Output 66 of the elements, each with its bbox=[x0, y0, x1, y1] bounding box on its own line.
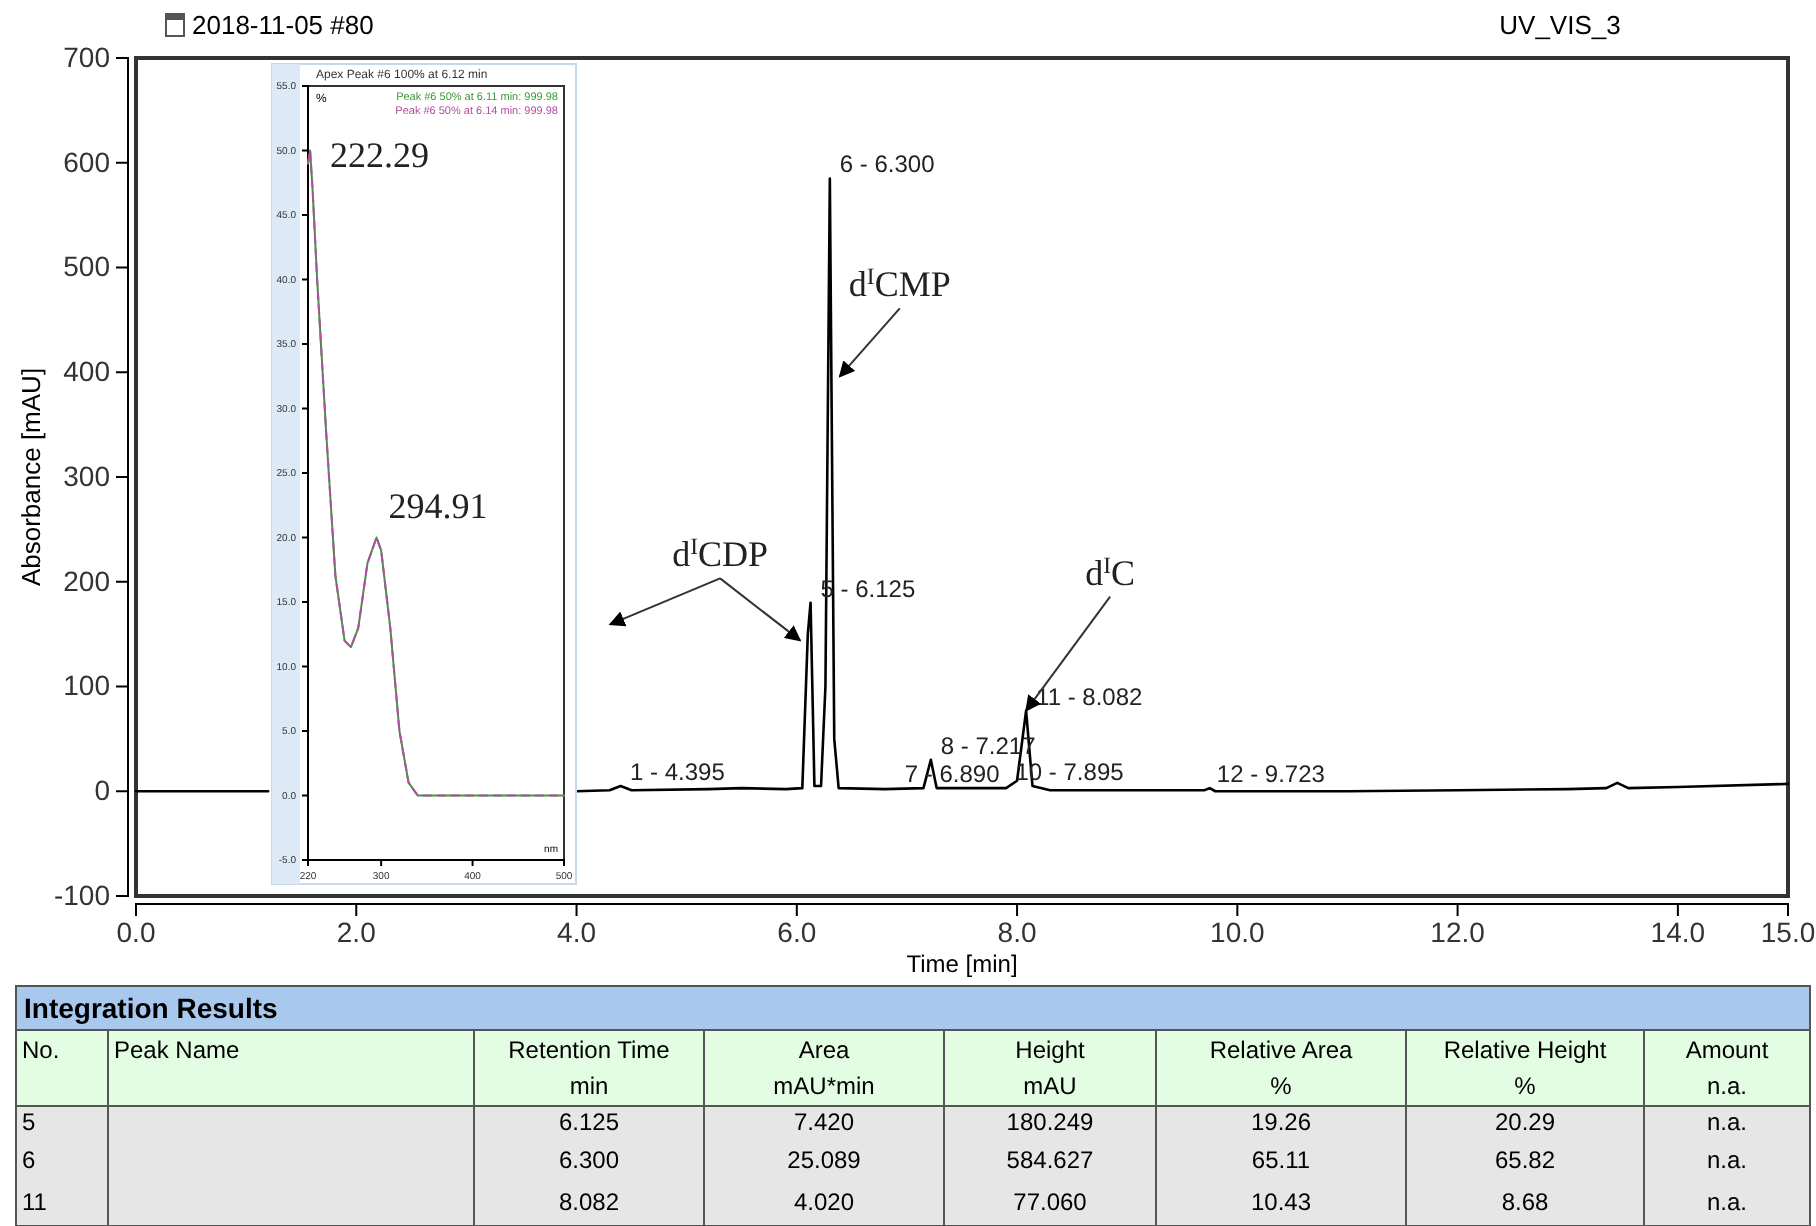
text: n.a. bbox=[1706, 1072, 1748, 1100]
x-tick-label: 12.0 bbox=[1430, 915, 1486, 948]
text: mAU bbox=[1023, 1072, 1077, 1100]
text: Area bbox=[798, 1036, 850, 1064]
annotation: 6 - 6.300 bbox=[839, 150, 936, 179]
y-tick-label: 600 bbox=[63, 145, 111, 178]
x-tick-label: 10.0 bbox=[1210, 915, 1266, 948]
text: 584.627 bbox=[1006, 1146, 1095, 1174]
text: Integration Results bbox=[24, 992, 279, 1024]
text: No. bbox=[22, 1036, 60, 1064]
text: 7.420 bbox=[793, 1108, 855, 1136]
text: % bbox=[1514, 1072, 1537, 1100]
text: 25.089 bbox=[787, 1146, 862, 1174]
y-tick-label: -100 bbox=[53, 878, 111, 911]
text: n.a. bbox=[1706, 1146, 1748, 1174]
x-tick-label: 0.0 bbox=[116, 915, 156, 948]
text: 65.11 bbox=[1251, 1146, 1311, 1174]
annotation: d$^{I}$CDP bbox=[672, 533, 769, 575]
text: 180.249 bbox=[1006, 1108, 1095, 1136]
annotation: d$^{I}$C bbox=[1085, 551, 1136, 593]
y-tick-label: 300 bbox=[63, 459, 111, 492]
y-tick-label: 0 bbox=[94, 774, 111, 807]
text: 20.29 bbox=[1494, 1108, 1556, 1136]
chart-title: 2018-11-05 #80 bbox=[192, 10, 374, 40]
text: Relative Height bbox=[1443, 1036, 1608, 1064]
y-tick-label: 500 bbox=[63, 250, 111, 283]
text: n.a. bbox=[1706, 1188, 1748, 1216]
text: Peak Name bbox=[114, 1036, 241, 1064]
text: 4.020 bbox=[793, 1188, 855, 1216]
text: Relative Area bbox=[1209, 1036, 1354, 1064]
text: Retention Time bbox=[508, 1036, 671, 1064]
text: 65.82 bbox=[1494, 1146, 1556, 1174]
text: Amount bbox=[1685, 1036, 1770, 1064]
x-axis-title: Time [min] bbox=[906, 950, 1018, 978]
x-tick-label: 8.0 bbox=[997, 915, 1037, 948]
text: 11 bbox=[22, 1188, 48, 1216]
text: Height bbox=[1015, 1036, 1087, 1064]
annotation: 222.29 bbox=[330, 134, 430, 175]
text: 6 bbox=[22, 1146, 36, 1174]
text: % bbox=[1270, 1072, 1293, 1100]
text: 10.43 bbox=[1250, 1188, 1312, 1216]
y-axis-title: Absorbance [mAU] bbox=[16, 367, 46, 587]
text: min bbox=[569, 1072, 609, 1100]
text: n.a. bbox=[1706, 1108, 1748, 1136]
y-tick-label: 200 bbox=[63, 564, 111, 597]
x-tick-label: 14.0 bbox=[1650, 915, 1706, 948]
text: 19.26 bbox=[1250, 1108, 1312, 1136]
chart-subtitle: UV_VIS_3 bbox=[1499, 10, 1621, 40]
x-tick-label: 4.0 bbox=[557, 915, 597, 948]
annotation: 1 - 4.395 bbox=[630, 758, 726, 787]
y-tick-label: 700 bbox=[63, 40, 111, 73]
text: 5 bbox=[22, 1108, 36, 1136]
y-tick-label: 400 bbox=[63, 355, 111, 388]
text: 8.082 bbox=[558, 1188, 620, 1216]
text: mAU*min bbox=[773, 1072, 875, 1100]
text: 6.125 bbox=[558, 1108, 620, 1136]
text: 77.060 bbox=[1013, 1188, 1088, 1216]
text: 8.68 bbox=[1501, 1188, 1549, 1216]
annotation: 12 - 9.723 bbox=[1216, 760, 1326, 789]
text: 6.300 bbox=[558, 1146, 620, 1174]
x-tick-label: 2.0 bbox=[336, 915, 377, 948]
annotation: d$^{I}$CMP bbox=[848, 263, 951, 305]
x-tick-label: 6.0 bbox=[777, 915, 817, 948]
annotation: 294.91 bbox=[388, 485, 488, 526]
x-tick-label: 15.0 bbox=[1760, 915, 1816, 948]
y-tick-label: 100 bbox=[63, 669, 111, 702]
